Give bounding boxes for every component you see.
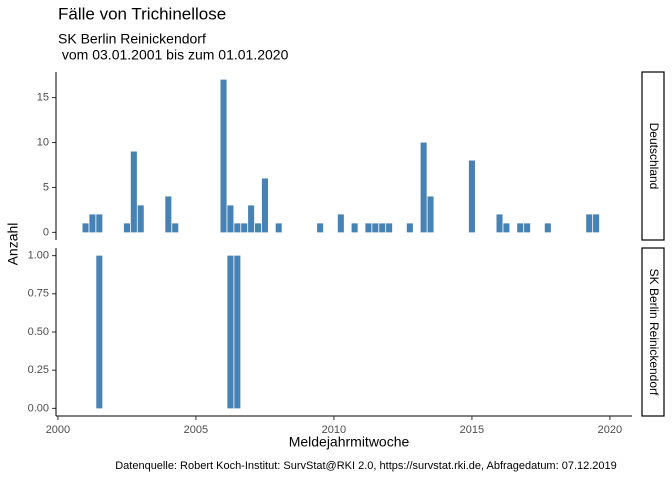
bar <box>406 223 413 233</box>
x-tick-label: 2010 <box>322 424 346 436</box>
bar <box>89 214 96 233</box>
bar <box>241 223 248 233</box>
facet-strip <box>641 71 665 241</box>
y-tick-label: 10 <box>37 136 49 148</box>
bar <box>524 223 531 233</box>
facet-label: SK Berlin Reinickendorf <box>647 269 661 396</box>
bar <box>386 223 393 233</box>
x-tick-label: 2020 <box>598 424 622 436</box>
x-tick-label: 2005 <box>184 424 208 436</box>
bar <box>261 178 268 233</box>
bar <box>165 196 172 233</box>
chart-title: Fälle von Trichinellose <box>58 4 226 23</box>
facet-strip <box>641 247 665 417</box>
bar <box>82 223 89 233</box>
bar <box>275 223 282 233</box>
subtitle: vom 03.01.2001 bis zum 01.01.2020 <box>58 47 289 63</box>
bar <box>227 205 234 233</box>
bar <box>220 79 227 233</box>
y-tick-label: 5 <box>43 181 49 193</box>
bar <box>254 223 262 233</box>
bar <box>172 223 179 233</box>
bar <box>372 223 379 233</box>
caption: Datenquelle: Robert Koch-Institut: SurvS… <box>115 460 617 472</box>
bar <box>365 223 372 233</box>
bar <box>123 223 130 233</box>
x-tick-label: 2000 <box>46 424 70 436</box>
bar <box>351 223 358 233</box>
bar <box>586 214 593 233</box>
y-tick-label: 0 <box>43 226 49 238</box>
x-axis-label: Meldejahrmitwoche <box>289 434 410 450</box>
bar <box>227 255 234 409</box>
bar <box>468 160 475 233</box>
bar <box>593 214 600 233</box>
bar <box>517 223 524 233</box>
facet-label: Deutschland <box>647 123 661 190</box>
bar <box>420 142 427 233</box>
bar <box>130 151 137 233</box>
y-tick-label: 15 <box>37 92 49 104</box>
y-tick-label: 0.25 <box>28 364 49 376</box>
bar <box>234 255 241 409</box>
bar <box>496 214 503 233</box>
bar <box>379 223 386 233</box>
subtitle: SK Berlin Reinickendorf <box>58 31 206 47</box>
y-tick-label: 0.75 <box>28 288 49 300</box>
bar <box>503 223 510 233</box>
bar <box>137 205 144 233</box>
y-tick-label: 0.00 <box>28 402 49 414</box>
y-tick-label: 0.50 <box>28 326 49 338</box>
bar <box>248 205 255 233</box>
bar <box>96 214 103 233</box>
y-tick-label: 1.00 <box>28 250 49 262</box>
bar <box>337 214 344 233</box>
bar <box>96 255 103 409</box>
bar <box>544 223 551 233</box>
x-tick-label: 2015 <box>460 424 484 436</box>
y-axis-label: Anzahl <box>5 223 21 266</box>
bar <box>317 223 324 233</box>
bar <box>427 196 434 233</box>
bar <box>234 223 241 233</box>
